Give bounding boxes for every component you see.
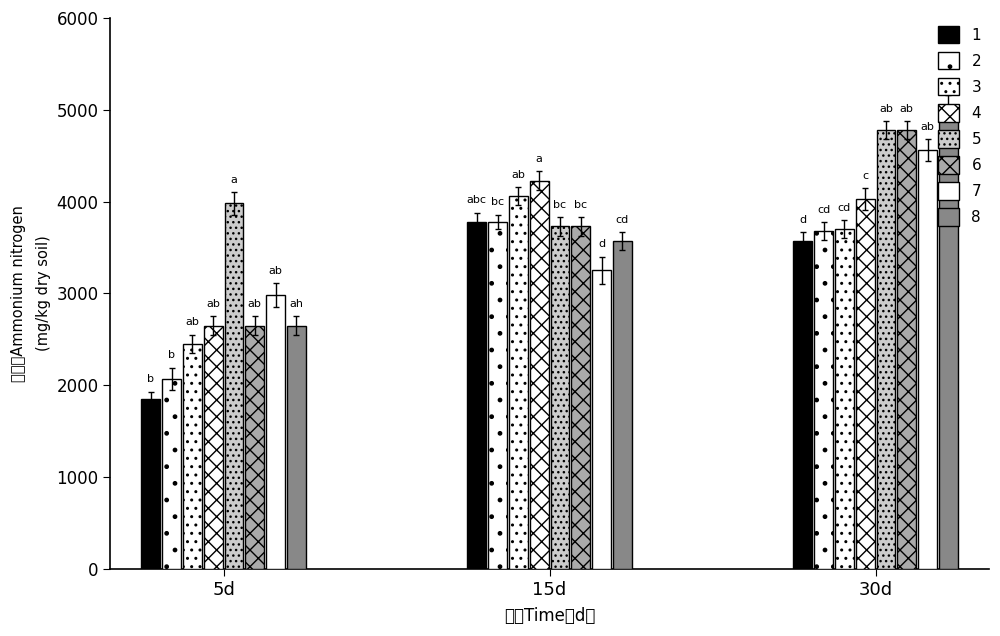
Bar [592,270,611,569]
Bar [939,107,958,569]
Bar [877,130,895,569]
Text: bc: bc [574,200,587,210]
Text: d: d [799,214,806,225]
Text: ab: ab [879,104,893,114]
Bar [551,226,569,569]
Text: d: d [598,239,605,249]
Text: a: a [945,78,952,88]
Bar [530,181,549,569]
X-axis label: 时间Time（d）: 时间Time（d） [504,607,595,625]
Bar [287,326,306,569]
Bar [918,150,937,569]
Bar [509,196,528,569]
Text: a: a [536,154,543,164]
Bar [571,226,590,569]
Text: bc: bc [491,197,504,207]
Text: ab: ab [269,266,283,276]
Bar [204,326,223,569]
Y-axis label: 鐵态氮Ammonium nitrogen
(mg/kg dry soil): 鐵态氮Ammonium nitrogen (mg/kg dry soil) [11,205,51,382]
Text: ab: ab [248,299,262,309]
Text: cd: cd [817,205,830,214]
Bar [488,222,507,569]
Bar [793,241,812,569]
Bar [141,399,160,569]
Bar [467,222,486,569]
Text: ah: ah [289,299,303,309]
Text: ab: ab [185,317,199,328]
Text: cd: cd [838,203,851,212]
Text: bc: bc [553,200,567,210]
Bar [225,204,243,569]
Text: a: a [231,175,237,185]
Bar [162,379,181,569]
Bar [814,231,833,569]
Bar [266,295,285,569]
Text: ab: ab [921,122,935,132]
Text: b: b [168,350,175,361]
Bar [897,130,916,569]
Bar [613,241,632,569]
Text: ab: ab [206,299,220,309]
Text: b: b [147,374,154,384]
Bar [856,199,875,569]
Bar [835,229,854,569]
Text: cd: cd [616,214,629,225]
Legend: 1, 2, 3, 4, 5, 6, 7, 8: 1, 2, 3, 4, 5, 6, 7, 8 [938,25,981,226]
Text: ab: ab [900,104,914,114]
Text: ab: ab [511,170,525,179]
Bar [245,326,264,569]
Text: c: c [862,170,868,181]
Text: abc: abc [467,195,487,205]
Bar [183,344,202,569]
